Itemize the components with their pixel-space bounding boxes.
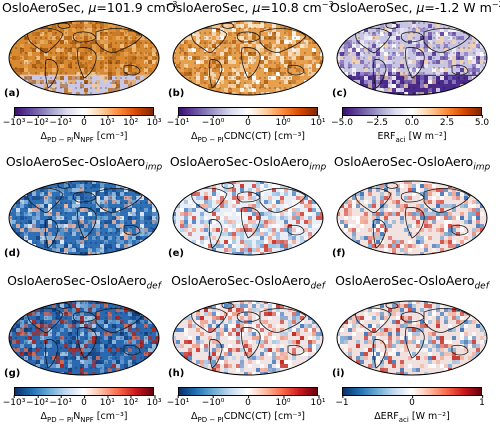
colorbar-tick: −10²: [26, 118, 49, 128]
colorbar-label: ΔERFaci [W m⁻²]: [330, 411, 494, 424]
colorbar-tick: 10⁰: [275, 398, 290, 408]
title-sup: −2: [492, 0, 500, 9]
map-panel-a: [8, 20, 160, 96]
colorbar-tick: −10¹: [49, 398, 72, 408]
title-text: OsloAeroSec-OsloAero: [335, 273, 474, 288]
panel-letter: (f): [332, 248, 346, 259]
panel-title-i: OsloAeroSec-OsloAerodef: [330, 273, 494, 292]
colorbar-tick: 0: [409, 398, 415, 408]
title-sub: def: [146, 282, 160, 292]
title-sub: imp: [473, 163, 490, 173]
colorbar-tick: 10³: [146, 118, 161, 128]
colorbar-label: ΔPD − PICDNC(CT) [cm⁻³]: [166, 131, 330, 144]
panel-letter: (a): [4, 88, 20, 99]
panel-title-g: OsloAeroSec-OsloAerodef: [2, 273, 166, 292]
title-text: OsloAeroSec-OsloAero: [7, 273, 146, 288]
colorbar-tick: −2.5: [366, 118, 388, 128]
panel-title-h: OsloAeroSec-OsloAerodef: [166, 273, 330, 292]
panel-title-c: OsloAeroSec, μ=-1.2 W m−2: [330, 0, 494, 15]
colorbar-tick: 10¹: [100, 118, 115, 128]
colorbar-tick: 10²: [123, 398, 138, 408]
colorbar-tick: −10⁰: [202, 118, 225, 128]
panel-letter: (c): [332, 88, 347, 99]
title-text: OsloAeroSec-OsloAero: [170, 154, 309, 169]
colorbar-tick: 10⁰: [275, 118, 290, 128]
colorbar-tick: −10³: [3, 398, 26, 408]
title-sub: def: [474, 282, 488, 292]
colorbar-tick: −10²: [26, 398, 49, 408]
panel-title-e: OsloAeroSec-OsloAeroimp: [166, 154, 330, 173]
colorbar-tick: −10¹: [167, 398, 190, 408]
panel-title-f: OsloAeroSec-OsloAeroimp: [330, 154, 494, 173]
colorbar-tick: 10¹: [310, 118, 325, 128]
colorbar-tick: 10¹: [100, 398, 115, 408]
colorbar-tick: −1: [335, 398, 348, 408]
title-text: OsloAeroSec,: [166, 0, 252, 15]
panel-title-d: OsloAeroSec-OsloAeroimp: [2, 154, 166, 173]
map-panel-g: [8, 300, 160, 376]
title-text: OsloAeroSec-OsloAero: [6, 154, 145, 169]
colorbar-tick: 2.5: [440, 118, 454, 128]
title-sub: imp: [145, 163, 162, 173]
colorbar-label: ERFaci [W m⁻²]: [330, 131, 494, 144]
colorbar-tick: −10⁰: [202, 398, 225, 408]
panel-letter: (i): [332, 368, 345, 379]
colorbar-tick: 10²: [123, 118, 138, 128]
colorbar-tick: −5.0: [331, 118, 353, 128]
colorbar-tick: 1: [479, 398, 485, 408]
title-text: OsloAeroSec,: [330, 0, 416, 15]
panel-letter: (g): [4, 368, 20, 379]
panel-letter: (h): [168, 368, 184, 379]
map-panel-b: [172, 20, 324, 96]
colorbar-tick: −10³: [3, 118, 26, 128]
title-sub: def: [310, 282, 324, 292]
colorbar-tick: 0.0: [405, 118, 419, 128]
colorbar-label: ΔPD − PINNPF [cm⁻³]: [2, 411, 166, 424]
panel-letter: (e): [168, 248, 184, 259]
colorbar-tick: 0: [81, 118, 87, 128]
title-rest: =10.8 cm: [260, 0, 321, 15]
title-rest: =101.9 cm: [96, 0, 165, 15]
map-panel-i: [336, 300, 488, 376]
map-panel-c: [336, 20, 488, 96]
colorbar-tick: 0: [245, 398, 251, 408]
colorbar-tick: 0: [81, 398, 87, 408]
panel-letter: (d): [4, 248, 20, 259]
panel-title-b: OsloAeroSec, μ=10.8 cm−3: [166, 0, 330, 15]
colorbar-tick: −10¹: [49, 118, 72, 128]
map-panel-d: [8, 180, 160, 256]
map-panel-e: [172, 180, 324, 256]
map-panel-f: [336, 180, 488, 256]
map-panel-h: [172, 300, 324, 376]
colorbar-tick: 5.0: [475, 118, 489, 128]
title-text: OsloAeroSec,: [2, 0, 88, 15]
colorbar-tick: 10³: [146, 398, 161, 408]
title-text: OsloAeroSec-OsloAero: [334, 154, 473, 169]
colorbar-label: ΔPD − PINNPF [cm⁻³]: [2, 131, 166, 144]
panel-title-a: OsloAeroSec, μ=101.9 cm−3: [2, 0, 166, 15]
title-sub: imp: [309, 163, 326, 173]
colorbar-label: ΔPD − PICDNC(CT) [cm⁻³]: [166, 411, 330, 424]
title-text: OsloAeroSec-OsloAero: [171, 273, 310, 288]
colorbar-tick: −10¹: [167, 118, 190, 128]
title-rest: =-1.2 W m: [424, 0, 491, 15]
colorbar-tick: 0: [245, 118, 251, 128]
panel-letter: (b): [168, 88, 184, 99]
colorbar-tick: 10¹: [310, 398, 325, 408]
